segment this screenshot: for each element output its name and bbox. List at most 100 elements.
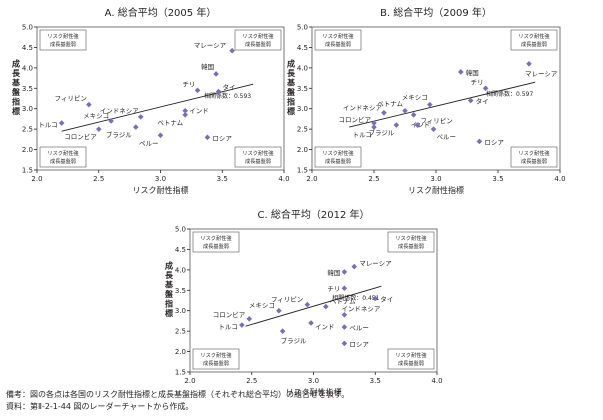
quadrant-note-text: リスク耐性強	[47, 32, 79, 40]
data-point	[58, 120, 65, 126]
data-point	[414, 122, 421, 128]
quadrant-note-text: 成長基盤弱	[245, 40, 271, 48]
y-tick-label: 5.0	[175, 226, 186, 234]
y-tick-label: 5.0	[297, 24, 308, 32]
data-point	[371, 124, 377, 130]
y-tick-label: 3.5	[175, 287, 186, 295]
y-tick-label: 2.5	[175, 328, 186, 336]
trend-line	[61, 83, 254, 132]
y-tick-label: 1.5	[22, 167, 33, 175]
data-point	[304, 301, 311, 308]
y-tick-label: 1.5	[297, 167, 308, 175]
quadrant-note-box	[314, 29, 362, 51]
y-tick-label: 2.5	[297, 126, 308, 134]
data-point	[194, 87, 201, 94]
data-point	[137, 114, 144, 120]
data-point	[402, 107, 408, 114]
point-label: タイ	[476, 97, 489, 106]
point-label: マレーシア	[525, 70, 558, 78]
data-point	[95, 126, 102, 132]
data-point	[430, 126, 437, 132]
trend-line	[349, 81, 536, 128]
y-tick-label: 4.0	[22, 64, 33, 72]
data-point	[341, 269, 348, 275]
point-label: ロシア	[212, 134, 232, 142]
data-point	[458, 69, 464, 75]
point-label: メキシコ	[83, 112, 109, 120]
x-tick-label: 3.0	[308, 377, 319, 385]
data-point	[482, 85, 489, 92]
data-point	[182, 112, 188, 118]
quadrant-note-text: リスク耐性強	[395, 234, 427, 242]
data-point	[215, 88, 222, 95]
point-label: 韓国	[201, 62, 214, 71]
x-tick-label: 2.5	[368, 175, 379, 183]
point-label: トルコ	[38, 121, 57, 129]
data-point	[351, 263, 358, 270]
data-point	[526, 60, 532, 67]
data-point	[371, 120, 377, 126]
point-label: フィリピン	[420, 117, 452, 125]
y-axis-label: 成長基盤指標	[164, 261, 174, 319]
quadrant-note-text: 成長基盤弱	[245, 157, 271, 165]
y-tick-label: 4.5	[297, 44, 308, 52]
point-label: インドネシア	[341, 305, 381, 313]
point-label: ブラジル	[368, 128, 394, 137]
quadrant-note-text: 成長基盤弱	[325, 157, 351, 165]
quadrant-note-box	[39, 29, 87, 51]
x-tick-label: 4.0	[431, 377, 442, 385]
quadrant-note-text: 成長基盤弱	[325, 40, 351, 48]
x-tick-label: 3.0	[155, 175, 166, 183]
chart-title: A. 総合平均（2005 年）	[105, 6, 217, 19]
y-tick-label: 4.5	[22, 44, 33, 52]
x-axis-label: リスク耐性指標	[286, 387, 342, 397]
point-label: インドネシア	[343, 104, 383, 112]
quadrant-note-text: リスク耐性強	[242, 149, 274, 157]
point-label: チリ	[327, 285, 340, 293]
quadrant-note-box	[387, 348, 435, 370]
data-point	[372, 295, 379, 302]
correlation-label: 相関係数：0.597	[486, 90, 533, 98]
x-tick-label: 2.5	[246, 377, 257, 385]
data-point	[213, 71, 219, 77]
quadrant-note-box	[387, 231, 435, 253]
data-point	[467, 97, 474, 104]
quadrant-note-box	[314, 146, 362, 168]
quadrant-note-text: リスク耐性強	[322, 32, 354, 40]
data-point	[308, 320, 314, 326]
x-tick-label: 2.0	[184, 377, 195, 385]
x-axis-label: リスク耐性指標	[408, 185, 464, 195]
quadrant-note-text: 成長基盤弱	[398, 359, 424, 367]
point-label: ブラジル	[106, 130, 132, 139]
trend-line	[245, 285, 382, 327]
chart-title: C. 総合平均（2012 年）	[258, 208, 370, 221]
correlation-label: 相関係数：0.593	[204, 92, 251, 100]
data-point	[246, 316, 253, 322]
x-tick-label: 3.0	[430, 175, 441, 183]
quadrant-note-text: リスク耐性強	[242, 32, 274, 40]
x-tick-label: 3.5	[217, 175, 228, 183]
point-label: ロシア	[349, 340, 369, 348]
point-label: マレーシア	[359, 260, 392, 268]
quadrant-note-box	[39, 146, 87, 168]
source-note: 資料：第Ⅱ-2-1-44 図のレーダーチャートから作成。	[6, 402, 194, 411]
data-point	[341, 312, 348, 318]
point-label: チリ	[471, 78, 484, 86]
chart-panel: C. 総合平均（2012 年）2.0 2.5 3.0 3.5 4.01.52.02.53…	[164, 208, 443, 397]
point-label: マレーシア	[194, 42, 227, 50]
point-label: インド	[189, 107, 209, 115]
data-point	[133, 124, 139, 130]
data-point	[279, 328, 286, 334]
point-label: コロンビア	[64, 132, 97, 141]
x-tick-label: 2.0	[31, 175, 42, 183]
point-label: ペルー	[349, 324, 369, 332]
quadrant-note-text: リスク耐性強	[322, 149, 354, 157]
y-tick-label: 3.0	[297, 105, 308, 113]
